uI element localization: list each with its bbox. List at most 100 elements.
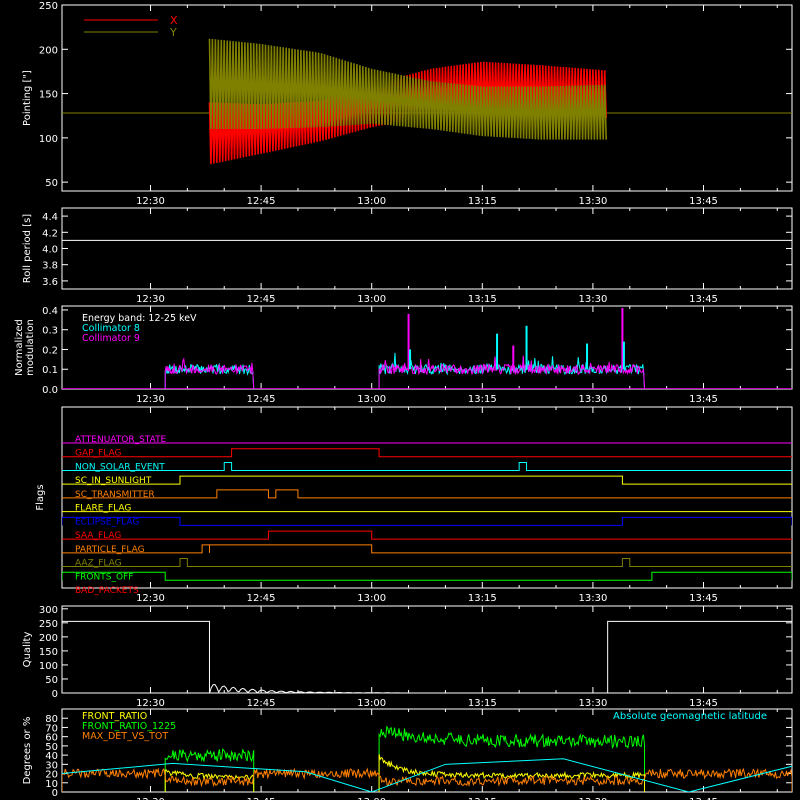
x-tick-label: 13:45: [689, 593, 718, 604]
y-tick-label: 0.0: [42, 385, 58, 396]
x-tick-label: 13:00: [357, 394, 386, 405]
flag-line-particle_flag: [62, 544, 792, 554]
flag-label: AAZ_FLAG: [75, 559, 122, 569]
y-tick-label: 4.0: [42, 245, 58, 256]
legend-label: MAX_DET_VS_TOT: [82, 731, 168, 742]
series-line-front_ratio_1225: [378, 725, 646, 792]
flag-label: ATTENUATOR_STATE: [75, 435, 167, 445]
y-tick-label: 80: [45, 714, 58, 725]
legend-label: Y: [169, 26, 177, 39]
plot-area: [62, 442, 792, 581]
x-tick-label: 12:45: [247, 394, 276, 405]
flag-label: FLARE_FLAG: [75, 504, 131, 514]
flag-line-saa_flag: [62, 530, 792, 540]
x-tick-label: 12:30: [136, 593, 165, 604]
chart-panel-1: 12:30 12:45 13:00 13:15 13:30 13:45 50 100 150 20…: [22, 1, 793, 207]
x-tick-label: 13:30: [578, 698, 607, 709]
series-line-front_ratio_1225: [164, 748, 255, 792]
y-axis-label: Roll period [s]: [22, 214, 33, 283]
legend-label: Energy band: 12-25 keV: [82, 313, 197, 324]
flag-label: SC_TRANSMITTER: [75, 490, 155, 500]
y-tick-label: 10: [45, 779, 58, 790]
y-tick-label: 0: [52, 689, 58, 700]
legend-label: Collimator 8: [82, 323, 140, 334]
flag-label: GAP_FLAG: [75, 449, 121, 459]
x-tick-label: 13:00: [357, 797, 386, 800]
flag-label: SAA_FLAG: [75, 531, 121, 541]
x-tick-label: 13:15: [468, 698, 497, 709]
x-tick-label: 13:00: [357, 294, 386, 305]
chart-panel-2: 12:30 12:45 13:00 13:15 13:30 13:45 3.6 3.8 4.0 4…: [22, 207, 793, 305]
flag-label: FRONTS_OFF: [75, 572, 133, 582]
legend-label: FRONT_RATIO_1225: [82, 721, 176, 732]
series-line-geomag-latitude: [62, 758, 792, 792]
x-tick-label: 12:30: [136, 294, 165, 305]
legend-label: FRONT_RATIO: [82, 711, 147, 722]
y-tick-label: 150: [39, 90, 58, 101]
x-tick-label: 13:15: [468, 797, 497, 800]
y-tick-label: 0.1: [42, 365, 58, 376]
series-line-quality-decay: [209, 684, 402, 693]
y-tick-label: 50: [45, 178, 58, 189]
y-tick-label: 70: [45, 723, 58, 734]
y-tick-label: 50: [45, 675, 58, 686]
series-line-max_det_vs_tot: [62, 767, 792, 792]
chart-panel-5: 12:30 12:45 13:00 13:15 13:30 13:45 0 50 100 150 2…: [22, 605, 793, 709]
x-tick-label: 12:30: [136, 698, 165, 709]
series-line-collimator-9: [164, 357, 255, 389]
plot-frame: [61, 708, 793, 793]
chart-panel-4: 12:30 12:45 13:00 13:15 13:30 13:45 Flags ATTEN…: [35, 406, 793, 604]
y-tick-label: 300: [39, 605, 58, 616]
y-axis-label: modulation: [25, 319, 36, 376]
x-tick-label: 12:45: [247, 797, 276, 800]
y-axis-label: Degrees or %: [22, 717, 33, 785]
x-tick-label: 13:45: [689, 797, 718, 800]
x-tick-label: 13:15: [468, 593, 497, 604]
legend-label: X: [170, 14, 178, 27]
x-tick-label: 13:30: [578, 797, 607, 800]
panels-layer: 12:30 12:45 13:00 13:15 13:30 13:455010015020…: [14, 1, 793, 800]
flag-label: SC_IN_SUNLIGHT: [75, 476, 152, 486]
x-tick-label: 12:45: [247, 294, 276, 305]
flag-line-gap_flag: [62, 448, 792, 458]
chart-panel-3: 12:30 12:45 13:00 13:15 13:30 13:45 0.0 0.1 0.2 0…: [14, 305, 793, 405]
x-tick-label: 13:30: [578, 294, 607, 305]
flag-label: ECLIPSE_FLAG: [75, 517, 139, 527]
y-tick-label: 0.2: [42, 345, 58, 356]
flag-label: BAD_PACKETS: [75, 586, 139, 596]
y-axis-label: Pointing ["]: [22, 70, 33, 126]
y-tick-label: 30: [45, 760, 58, 771]
y-tick-label: 150: [39, 647, 58, 658]
y-tick-label: 40: [45, 751, 58, 762]
x-tick-label: 13:00: [357, 593, 386, 604]
x-tick-label: 13:45: [689, 196, 718, 207]
plot-area: [62, 307, 792, 389]
x-tick-label: 12:45: [247, 698, 276, 709]
y-tick-label: 60: [45, 733, 58, 744]
x-tick-label: 13:15: [468, 294, 497, 305]
y-tick-label: 250: [39, 619, 58, 630]
y-tick-label: 250: [39, 1, 58, 12]
y-tick-label: 20: [45, 770, 58, 781]
series-line-quality: [62, 620, 792, 693]
x-tick-label: 13:30: [578, 196, 607, 207]
annotation-geomag-latitude: Absolute geomagnetic latitude: [613, 711, 767, 722]
x-tick-label: 12:30: [136, 797, 165, 800]
x-tick-label: 13:30: [578, 394, 607, 405]
y-tick-label: 100: [39, 661, 58, 672]
flag-line-fronts_off: [62, 571, 792, 581]
x-tick-label: 13:45: [689, 294, 718, 305]
y-axis-label: Flags: [35, 484, 46, 510]
x-tick-label: 13:00: [357, 698, 386, 709]
y-tick-label: 100: [39, 134, 58, 145]
y-tick-label: 200: [39, 633, 58, 644]
x-tick-label: 12:45: [247, 593, 276, 604]
y-tick-label: 50: [45, 742, 58, 753]
series-line-collimator-9: [378, 355, 646, 389]
flag-label: NON_SOLAR_EVENT: [75, 462, 165, 472]
x-tick-label: 13:15: [468, 196, 497, 207]
flag-line-sc_in_sunlight: [62, 475, 792, 485]
x-tick-label: 13:45: [689, 394, 718, 405]
